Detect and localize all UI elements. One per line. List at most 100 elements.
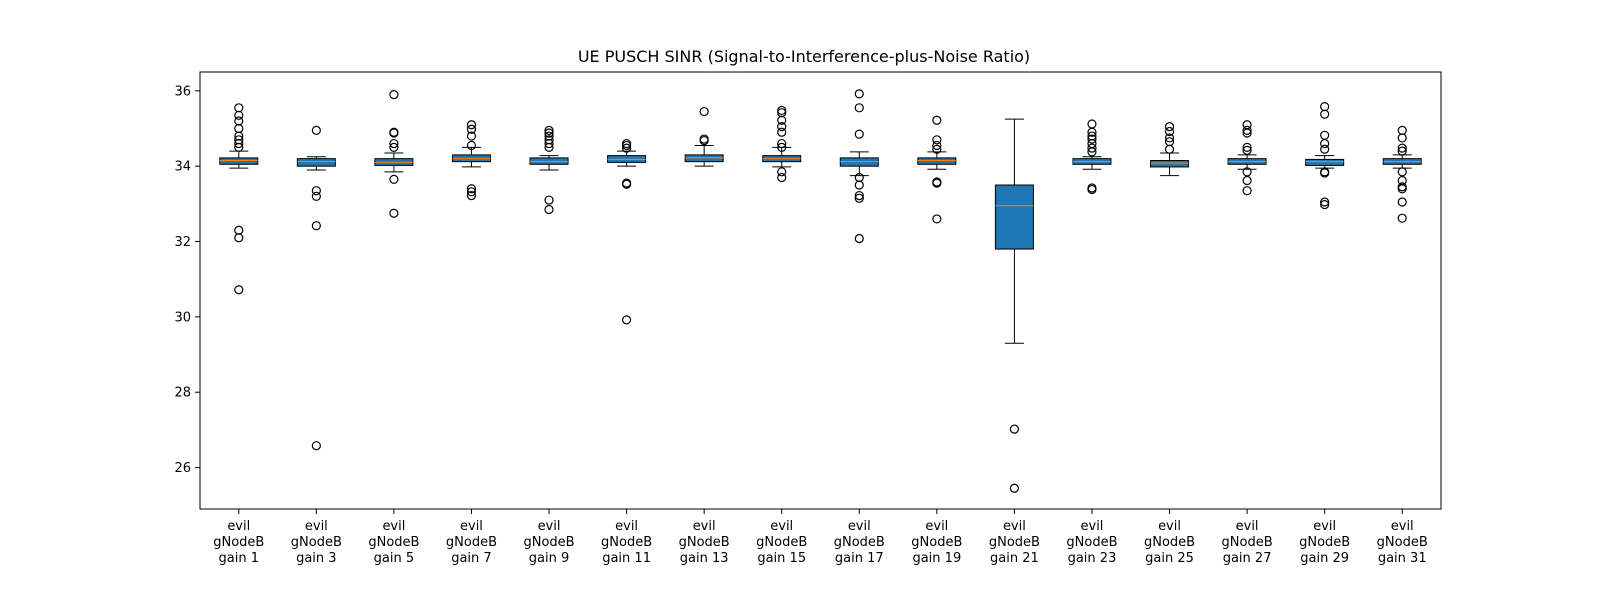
outlier-point xyxy=(234,285,244,295)
outlier-point xyxy=(932,178,942,188)
outlier-point xyxy=(311,186,321,196)
x-tick-label: evil xyxy=(382,519,405,534)
outlier-point xyxy=(1242,167,1252,177)
outlier-point xyxy=(777,127,787,137)
x-tick-label: gain 19 xyxy=(912,551,961,566)
outlier-point xyxy=(1242,175,1252,186)
outlier-point xyxy=(932,144,942,154)
outlier-point xyxy=(932,115,942,125)
x-tick-label: gain 29 xyxy=(1300,551,1349,566)
x-tick-label: evil xyxy=(538,519,561,534)
x-tick-label: gain 7 xyxy=(451,551,491,566)
outlier-point xyxy=(1397,213,1407,223)
x-tick-label: gNodeB xyxy=(601,535,652,550)
outlier-point xyxy=(466,120,477,130)
x-tick-label: gain 21 xyxy=(990,551,1039,566)
outlier-point xyxy=(777,172,787,183)
y-tick-label: 32 xyxy=(174,235,191,250)
box-iqr xyxy=(1150,160,1190,168)
outlier-point xyxy=(777,138,787,149)
outlier-point xyxy=(1242,142,1252,152)
outlier-point xyxy=(1320,197,1330,207)
outlier-point xyxy=(234,142,244,152)
outlier-point xyxy=(466,187,477,197)
outlier-point xyxy=(1397,146,1407,156)
outlier-point xyxy=(1397,184,1407,194)
x-tick-label: evil xyxy=(770,519,793,534)
x-tick-label: gain 9 xyxy=(529,551,569,566)
x-tick-label: evil xyxy=(1081,519,1104,534)
x-tick-label: evil xyxy=(305,519,328,534)
outlier-point xyxy=(854,180,864,190)
outlier-point xyxy=(389,128,399,138)
outlier-point xyxy=(1397,133,1407,143)
outlier-point xyxy=(1164,144,1175,154)
outlier-point xyxy=(466,124,477,134)
x-tick-label: gain 31 xyxy=(1378,551,1427,566)
x-tick-label: gNodeB xyxy=(1066,535,1117,550)
outlier-point xyxy=(621,143,632,153)
outlier-point xyxy=(932,214,942,224)
x-tick-label: gNodeB xyxy=(756,535,807,550)
x-tick-label: gNodeB xyxy=(213,535,264,550)
outlier-point xyxy=(1320,200,1330,210)
x-tick-label: evil xyxy=(1313,519,1336,534)
x-tick-label: evil xyxy=(1236,519,1259,534)
outlier-point xyxy=(1397,143,1407,153)
outlier-point xyxy=(234,233,244,243)
box-iqr xyxy=(1305,158,1345,166)
x-tick-label: evil xyxy=(925,519,948,534)
outlier-point xyxy=(854,190,864,201)
outlier-point xyxy=(1242,186,1252,196)
x-tick-label: gNodeB xyxy=(291,535,342,550)
x-tick-label: gain 23 xyxy=(1068,551,1117,566)
outlier-point xyxy=(311,221,321,231)
x-tick-label: gNodeB xyxy=(1144,535,1195,550)
outlier-point xyxy=(544,125,554,135)
outlier-point xyxy=(621,179,632,189)
x-tick-label: evil xyxy=(227,519,250,534)
x-tick-label: gain 27 xyxy=(1223,551,1272,566)
x-tick-label: gNodeB xyxy=(446,535,497,550)
outlier-point xyxy=(234,138,244,149)
x-tick-label: evil xyxy=(693,519,716,534)
outlier-point xyxy=(932,135,942,145)
x-tick-label: gain 5 xyxy=(374,551,414,566)
x-tick-label: evil xyxy=(848,519,871,534)
x-tick-label: gNodeB xyxy=(911,535,962,550)
outlier-point xyxy=(1164,122,1175,132)
outlier-point xyxy=(777,142,787,152)
outlier-point xyxy=(1164,133,1175,143)
outlier-point xyxy=(389,138,399,149)
y-tick-label: 30 xyxy=(174,310,191,325)
y-tick-label: 26 xyxy=(174,461,191,476)
box-iqr xyxy=(219,157,259,165)
x-tick-label: gNodeB xyxy=(1377,535,1428,550)
x-tick-label: gain 3 xyxy=(296,551,336,566)
outlier-point xyxy=(1242,128,1252,138)
outlier-point xyxy=(466,131,477,141)
x-tick-label: evil xyxy=(1003,519,1026,534)
x-tick-label: gNodeB xyxy=(989,535,1040,550)
x-tick-label: gain 13 xyxy=(680,551,729,566)
outlier-point xyxy=(854,233,864,244)
outlier-point xyxy=(699,106,709,117)
outlier-point xyxy=(1164,126,1175,137)
x-tick-label: gain 15 xyxy=(757,551,806,566)
outlier-point xyxy=(544,204,554,215)
outlier-point xyxy=(544,142,554,152)
outlier-point xyxy=(544,128,554,138)
y-tick-label: 36 xyxy=(174,84,191,99)
outlier-point xyxy=(466,184,477,194)
outlier-point xyxy=(389,142,399,152)
x-tick-label: gNodeB xyxy=(834,535,885,550)
outlier-point xyxy=(1087,134,1097,144)
outlier-point xyxy=(544,138,554,149)
outlier-point xyxy=(389,208,399,218)
outlier-point xyxy=(777,167,787,177)
outlier-point xyxy=(1009,483,1020,493)
outlier-point xyxy=(854,129,864,139)
outlier-point xyxy=(1242,145,1252,155)
